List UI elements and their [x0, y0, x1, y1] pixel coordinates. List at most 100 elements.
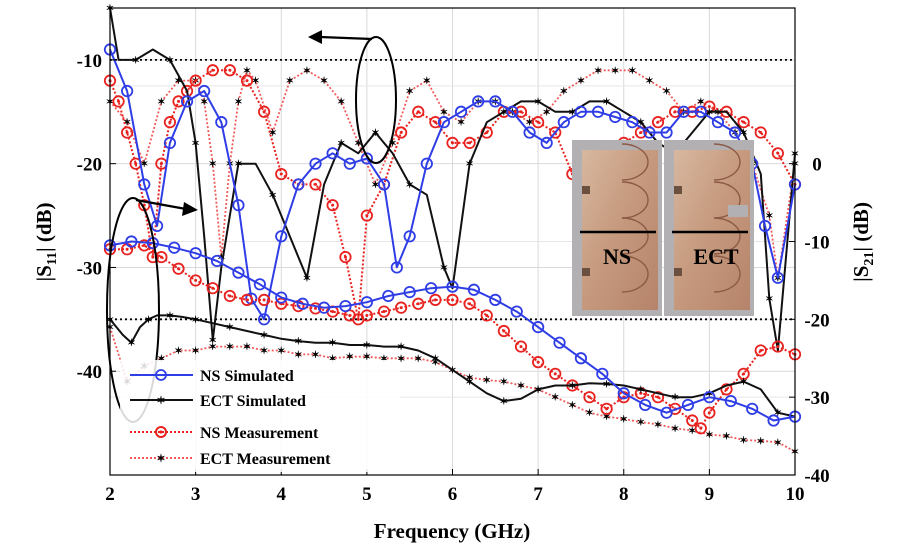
data-point	[163, 116, 177, 129]
inset-label-ns: NS	[603, 244, 631, 269]
series-ns-simulated-left	[103, 43, 802, 326]
y-right-tick-label: 0	[812, 155, 822, 176]
data-point: ✶	[144, 315, 152, 326]
data-point: ✶	[568, 400, 576, 411]
data-point: ✶	[534, 97, 542, 108]
data-point	[326, 199, 339, 212]
data-point	[553, 336, 566, 349]
data-point: ✶	[294, 337, 302, 348]
data-point-center	[331, 310, 335, 314]
data-point: ✶	[705, 430, 713, 441]
data-point: ✶	[500, 377, 508, 388]
data-point	[382, 289, 395, 303]
data-point-center	[159, 255, 163, 259]
data-point	[711, 116, 725, 129]
data-point: ✶	[174, 346, 182, 357]
data-point: ✶	[774, 273, 782, 284]
y-left-tick-label: -10	[77, 51, 102, 72]
inset-connector	[674, 186, 682, 194]
inset-patch-edge	[621, 143, 649, 181]
data-point	[514, 105, 528, 118]
data-point: ✶	[602, 379, 610, 390]
data-point	[771, 271, 784, 284]
data-point: ✶	[637, 118, 645, 129]
inset-patch-edge	[621, 255, 649, 293]
data-point-center	[382, 310, 386, 314]
y-left-title-sub: 11	[45, 252, 60, 265]
data-point	[532, 321, 545, 334]
data-point	[497, 324, 510, 338]
data-point	[480, 309, 493, 322]
inset-label-ect: ECT	[693, 244, 739, 269]
legend-marker-dot-ns-meas	[159, 430, 163, 434]
data-point	[540, 136, 553, 150]
data-point-center	[194, 79, 198, 83]
data-point: ✶	[739, 128, 747, 139]
data-point: ✶	[525, 118, 533, 129]
data-point	[275, 297, 288, 310]
inset-photo: NS ECT	[572, 140, 754, 316]
data-point	[360, 309, 373, 322]
data-point: ✶	[234, 97, 242, 108]
y-right-tick-label: -20	[804, 310, 829, 331]
data-point	[591, 105, 605, 118]
x-tick-label: 6	[448, 484, 458, 505]
data-point: ✶	[371, 128, 379, 139]
data-point	[240, 74, 254, 87]
data-point-center	[656, 120, 660, 124]
data-point	[292, 178, 305, 191]
data-point: ✶	[166, 311, 174, 322]
legend-label-ns-meas: NS Measurement	[200, 425, 319, 442]
axis-ticks: 2 3 4 5 6 7 8 9 10 -10 -20 -30 -40 0 -10 -20 -30 -40	[77, 51, 830, 505]
data-point	[412, 297, 425, 310]
data-point	[574, 105, 588, 118]
data-point	[737, 367, 750, 380]
data-point	[634, 387, 647, 400]
data-point: ✶	[243, 66, 251, 77]
data-point: ✶	[654, 420, 662, 431]
data-point	[125, 235, 138, 248]
inset-board	[674, 150, 750, 310]
data-point	[189, 74, 202, 87]
legend-item-ns-meas: NS Measurement	[130, 425, 319, 442]
data-point-center	[553, 372, 557, 376]
data-point	[514, 340, 528, 353]
inset-panel-ns: NS	[572, 140, 662, 316]
series-line	[109, 326, 796, 453]
data-point: ✶	[294, 350, 302, 361]
data-point-center	[343, 255, 347, 259]
data-point	[339, 250, 352, 264]
data-point	[660, 406, 673, 419]
data-point	[651, 391, 665, 404]
data-point: ✶	[645, 76, 653, 87]
legend: NS Simulated ✶ ECT Simulated NS Measurem…	[120, 360, 400, 472]
data-point	[150, 219, 164, 233]
data-point: ✶	[585, 408, 593, 419]
data-point: ✶	[234, 159, 242, 170]
data-point	[758, 219, 772, 233]
data-point	[681, 398, 695, 412]
data-point	[596, 367, 609, 380]
data-point-center	[314, 306, 317, 310]
data-point: ✶	[457, 118, 465, 129]
data-point: ✶	[371, 180, 379, 191]
data-point: ✶	[774, 438, 782, 449]
data-point: ✶	[127, 338, 135, 349]
data-point: ✶	[226, 342, 234, 353]
data-point	[360, 152, 373, 165]
inset-connector	[582, 268, 590, 276]
data-point	[463, 136, 476, 150]
inset-patch-edge	[713, 255, 741, 293]
data-point: ✶	[602, 412, 610, 423]
data-point: ✶	[303, 273, 311, 284]
y-left-title-tail: | (dB)	[32, 202, 56, 252]
data-point-center	[468, 141, 472, 145]
data-point-center	[117, 99, 121, 103]
data-point-center	[211, 68, 215, 72]
data-point: ✶	[363, 352, 371, 363]
data-point	[574, 352, 588, 365]
data-point: ✶	[423, 76, 431, 87]
data-point-center	[673, 110, 677, 114]
series-line	[109, 7, 796, 352]
data-point-center	[707, 411, 711, 415]
